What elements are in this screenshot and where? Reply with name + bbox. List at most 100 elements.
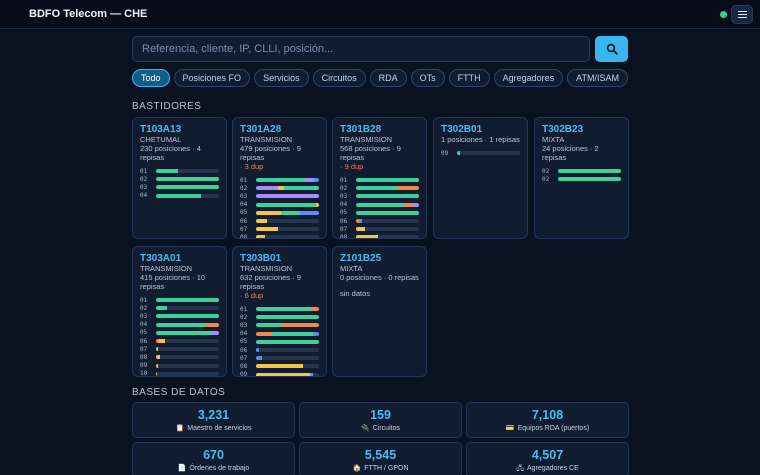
shelf-id: 06 <box>240 346 248 354</box>
database-stat-card[interactable]: 4,507 🖧 Agregadores CE <box>466 442 629 475</box>
occupancy-segment <box>309 372 313 376</box>
bastidor-card[interactable]: T303B01 TRANSMISION 632 posiciones · 9 rep… <box>232 246 327 377</box>
shelf-row[interactable]: 01 <box>340 176 419 184</box>
stat-value: 159 <box>370 408 391 422</box>
shelf-id: 08 <box>340 233 348 239</box>
filter-chip-ftth[interactable]: FTTH <box>448 69 490 87</box>
shelf-row[interactable]: 05 <box>240 209 319 217</box>
bastidor-card[interactable]: T301B28 TRANSMISION 568 posiciones · 9 rep… <box>332 117 427 239</box>
shelf-row[interactable]: 08 <box>240 362 319 370</box>
occupancy-bar <box>256 348 319 353</box>
shelf-row[interactable]: 07 <box>240 225 319 233</box>
occupancy-bar <box>156 322 219 327</box>
shelf-row[interactable]: 06 <box>240 346 319 354</box>
filter-chip-atm-isam[interactable]: ATM/ISAM <box>567 69 628 87</box>
occupancy-bar <box>356 186 419 191</box>
shelf-row[interactable]: 05 <box>240 338 319 346</box>
bastidor-type: TRANSMISION <box>240 135 293 144</box>
database-stat-card[interactable]: 159 🔌 Circuitos <box>299 402 462 438</box>
shelf-row[interactable]: 01 <box>240 176 319 184</box>
filter-chip-rda[interactable]: RDA <box>369 69 407 87</box>
shelf-id: 05 <box>140 329 148 337</box>
shelf-id: 03 <box>240 321 248 329</box>
bastidor-card[interactable]: T103A13 CHETUMAL 230 posiciones · 4 repisa… <box>132 117 227 239</box>
occupancy-bar <box>356 178 419 183</box>
filter-chip-circuitos[interactable]: Circuitos <box>312 69 366 87</box>
database-stat-card[interactable]: 7,108 💳 Equipos RDA (puertos) <box>466 402 629 438</box>
shelf-id: 04 <box>340 201 348 209</box>
shelf-row[interactable]: 02 <box>240 184 319 192</box>
shelf-id: 06 <box>240 217 248 225</box>
bastidor-card[interactable]: T301A28 TRANSMISION 479 posiciones · 9 rep… <box>232 117 327 239</box>
shelf-list: 02 02 <box>542 167 621 183</box>
filter-chip-posiciones-fo[interactable]: Posiciones FO <box>173 69 251 87</box>
shelf-row[interactable]: 03 <box>340 192 419 200</box>
shelf-row[interactable]: 07 <box>240 354 319 362</box>
occupancy-segment <box>356 210 419 215</box>
shelf-row[interactable]: 08 <box>140 353 219 361</box>
database-stat-card[interactable]: 3,231 📋 Maestro de servicios <box>132 402 295 438</box>
bastidor-card[interactable]: T303A01 TRANSMISION 415 posiciones · 10 re… <box>132 246 227 377</box>
shelf-row[interactable]: 03 <box>140 312 219 320</box>
shelf-id: 03 <box>140 183 148 191</box>
occupancy-bar <box>256 307 319 312</box>
shelf-row[interactable]: 01 <box>140 296 219 304</box>
bastidor-card[interactable]: T302B01 1 posiciones · 1 repisas 09 <box>433 117 528 239</box>
shelf-row[interactable]: 02 <box>542 167 621 175</box>
shelf-id: 04 <box>140 192 148 200</box>
database-stat-card[interactable]: 670 📄 Órdenes de trabajo <box>132 442 295 475</box>
shelf-row[interactable]: 06 <box>240 217 319 225</box>
shelf-id: 06 <box>340 217 348 225</box>
shelf-row[interactable]: 04 <box>240 201 319 209</box>
occupancy-bar <box>256 227 319 232</box>
shelf-row[interactable]: 04 <box>140 192 219 200</box>
filter-chip-ots[interactable]: OTs <box>410 69 445 87</box>
shelf-row[interactable]: 04 <box>340 201 419 209</box>
shelf-row[interactable]: 03 <box>240 321 319 329</box>
shelf-row[interactable]: 02 <box>140 304 219 312</box>
shelf-row[interactable]: 05 <box>140 329 219 337</box>
shelf-row[interactable]: 02 <box>240 313 319 321</box>
occupancy-segment <box>315 202 319 207</box>
shelf-row[interactable]: 01 <box>240 305 319 313</box>
filter-chip-agregadores[interactable]: Agregadores <box>493 69 564 87</box>
shelf-row[interactable]: 10 <box>140 370 219 376</box>
shelf-row[interactable]: 04 <box>240 330 319 338</box>
occupancy-bar <box>156 355 219 360</box>
shelf-row[interactable]: 08 <box>340 233 419 239</box>
filter-chip-todo[interactable]: Todo <box>132 69 170 87</box>
occupancy-segment <box>256 372 310 376</box>
stat-label: 🖧 Agregadores CE <box>467 464 628 475</box>
bastidor-type: MIXTA <box>542 135 565 144</box>
shelf-row[interactable]: 04 <box>140 321 219 329</box>
shelf-row[interactable]: 03 <box>140 183 219 191</box>
shelf-row[interactable]: 02 <box>542 175 621 183</box>
shelf-row[interactable]: 02 <box>140 175 219 183</box>
occupancy-bar <box>156 347 219 352</box>
menu-button[interactable] <box>731 5 753 24</box>
card-icon: 💳 <box>505 425 515 432</box>
occupancy-segment <box>356 235 379 238</box>
search-input[interactable] <box>132 36 590 62</box>
bastidor-card[interactable]: T302B23 MIXTA 24 posiciones · 2 repisas 02 0… <box>534 117 629 239</box>
clipboard-icon: 📋 <box>175 425 185 432</box>
shelf-row[interactable]: 06 <box>140 337 219 345</box>
bastidor-card[interactable]: Z101B25 MIXTA 0 posiciones · 0 repisas sin … <box>332 246 427 377</box>
shelf-row[interactable]: 09 <box>441 149 520 157</box>
occupancy-segment <box>156 339 160 344</box>
search-button[interactable] <box>595 36 628 62</box>
shelf-row[interactable]: 03 <box>240 192 319 200</box>
shelf-row[interactable]: 09 <box>240 371 319 376</box>
filter-chip-servicios[interactable]: Servicios <box>254 69 309 87</box>
shelf-row[interactable]: 06 <box>340 217 419 225</box>
occupancy-segment <box>356 202 404 207</box>
shelf-row[interactable]: 02 <box>340 184 419 192</box>
shelf-row[interactable]: 05 <box>340 209 419 217</box>
shelf-row[interactable]: 01 <box>140 167 219 175</box>
shelf-row[interactable]: 07 <box>340 225 419 233</box>
bastidor-name: Z101B25 <box>340 253 382 264</box>
database-stat-card[interactable]: 5,545 🏠 FTTH / GPON <box>299 442 462 475</box>
shelf-row[interactable]: 09 <box>140 362 219 370</box>
shelf-row[interactable]: 07 <box>140 345 219 353</box>
shelf-row[interactable]: 08 <box>240 233 319 238</box>
